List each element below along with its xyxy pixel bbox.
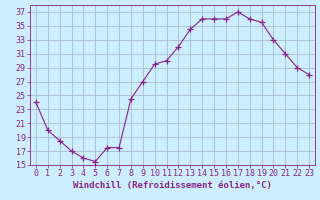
X-axis label: Windchill (Refroidissement éolien,°C): Windchill (Refroidissement éolien,°C) — [73, 181, 272, 190]
